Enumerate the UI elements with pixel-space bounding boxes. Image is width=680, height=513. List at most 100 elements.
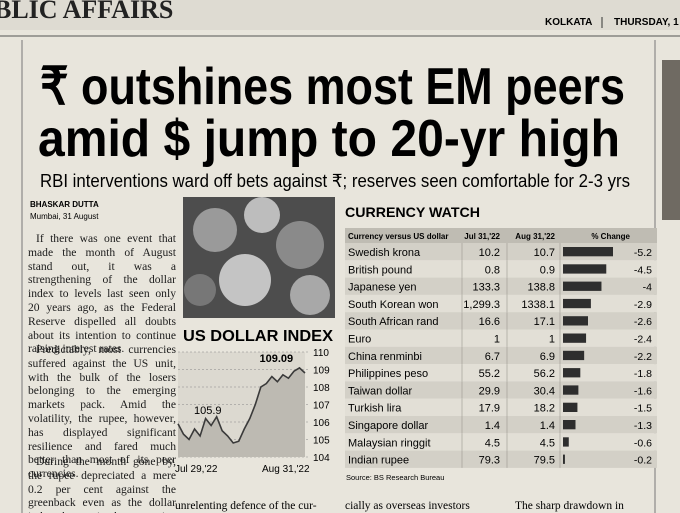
change-label: -4.5	[634, 264, 652, 276]
currency-name: South African rand	[348, 316, 439, 328]
data-label: 105.9	[194, 405, 222, 417]
column-header: Currency versus US dollar	[348, 232, 448, 241]
y-tick-label: 108	[313, 383, 330, 394]
change-bar	[563, 368, 581, 378]
y-tick-label: 109	[313, 366, 330, 377]
currency-name: Euro	[348, 334, 371, 346]
continuation-text: cially as overseas investors	[345, 500, 470, 512]
change-bar	[563, 333, 587, 343]
change-bar	[563, 247, 613, 257]
index-line	[177, 366, 306, 444]
row-background	[345, 416, 657, 434]
change-label: -1.5	[634, 403, 652, 415]
chart-title: US DOLLAR INDEX	[183, 328, 333, 345]
change-label: -2.4	[634, 334, 652, 346]
row-background	[345, 398, 657, 416]
y-tick-label: 105	[313, 436, 330, 447]
change-label: -1.3	[634, 420, 652, 432]
date: THURSDAY, 1 S	[614, 17, 680, 28]
jul-value: 1,299.3	[463, 299, 500, 311]
change-label: -0.6	[634, 437, 652, 449]
change-bar	[563, 402, 578, 412]
aug-value: 30.4	[534, 385, 555, 397]
change-bar	[563, 316, 588, 326]
currency-name: Swedish krona	[348, 247, 421, 259]
aug-value: 17.1	[534, 316, 555, 328]
change-bar	[563, 385, 579, 395]
currency-name: Turkish lira	[348, 403, 402, 415]
column-header: Jul 31,'22	[464, 232, 500, 241]
byline-author: BHASKAR DUTTA	[30, 200, 99, 209]
change-label: -1.6	[634, 385, 652, 397]
jul-value: 55.2	[479, 368, 500, 380]
jul-value: 79.3	[479, 455, 500, 467]
location: KOLKATA	[545, 17, 592, 28]
jul-value: 133.3	[472, 282, 500, 294]
jul-value: 0.8	[485, 264, 500, 276]
header-band	[0, 0, 680, 30]
table-source: Source: BS Research Bureau	[346, 473, 444, 482]
subheadline: RBI interventions ward off bets against …	[40, 171, 630, 191]
aug-value: 138.8	[527, 282, 555, 294]
data-label: 109.09	[259, 353, 293, 365]
header-row	[345, 228, 657, 243]
row-background	[345, 381, 657, 399]
change-label: -4	[643, 282, 652, 294]
y-tick-label: 110	[313, 348, 329, 359]
currency-name: Philippines peso	[348, 368, 428, 380]
change-bar	[563, 437, 569, 447]
y-tick-label: 104	[313, 453, 330, 464]
row-background	[345, 329, 657, 347]
area	[178, 367, 305, 457]
x-label: Aug 31,'22	[262, 464, 310, 475]
currency-name: Taiwan dollar	[348, 385, 413, 397]
jul-value: 16.6	[479, 316, 500, 328]
headline: amid $ jump to 20-yr high	[38, 110, 620, 168]
currency-table: Currency versus US dollar Jul 31,'22 Aug 3…	[345, 228, 657, 468]
currency-name: Singapore dollar	[348, 420, 428, 432]
change-bar	[563, 281, 602, 291]
x-label: Jul 29,'22	[175, 464, 218, 475]
column-header: % Change	[591, 232, 630, 241]
continuation-text: The sharp drawdown in	[515, 500, 624, 512]
y-tick-label: 106	[313, 418, 330, 429]
aug-value: 6.9	[540, 351, 555, 363]
currency-name: South Korean won	[348, 299, 439, 311]
change-label: -2.2	[634, 351, 652, 363]
row-background	[345, 433, 657, 451]
currency-name: Malaysian ringgit	[348, 437, 431, 449]
body-paragraph: Predictably, most currencies suffered ag…	[28, 343, 176, 481]
coins-photo	[183, 197, 335, 318]
change-label: -0.2	[634, 455, 652, 467]
currency-name: Indian rupee	[348, 455, 409, 467]
row-background	[345, 450, 657, 468]
change-bar	[563, 420, 576, 430]
aug-value: 1	[549, 334, 555, 346]
aug-value: 18.2	[534, 403, 555, 415]
aug-value: 1.4	[540, 420, 555, 432]
aug-value: 56.2	[534, 368, 555, 380]
aug-value: 10.7	[534, 247, 555, 259]
currency-name: China renminbi	[348, 351, 422, 363]
currency-name: British pound	[348, 264, 412, 276]
section-name: BLIC AFFAIRS	[0, 0, 173, 24]
aug-value: 0.9	[540, 264, 555, 276]
change-label: -5.2	[634, 247, 652, 259]
currency-name: Japanese yen	[348, 282, 417, 294]
continuation-text: unrelenting defence of the cur-	[175, 500, 317, 512]
change-bar	[563, 350, 585, 361]
body-paragraph: If there was one event that made the mon…	[28, 232, 176, 356]
jul-value: 29.9	[479, 385, 500, 397]
dollar-index-chart: 104 105 106 107 108 109 110 105.9 109.09 Jul 29,'…	[175, 348, 330, 475]
jul-value: 1	[494, 334, 500, 346]
jul-value: 1.4	[485, 420, 500, 432]
table-title: CURRENCY WATCH	[345, 204, 480, 220]
change-bar	[563, 298, 591, 309]
jul-value: 10.2	[479, 247, 500, 259]
change-bar	[563, 264, 607, 274]
change-label: -1.8	[634, 368, 652, 380]
jul-value: 4.5	[485, 437, 500, 449]
jul-value: 6.7	[485, 351, 500, 363]
side-photo	[662, 60, 680, 220]
